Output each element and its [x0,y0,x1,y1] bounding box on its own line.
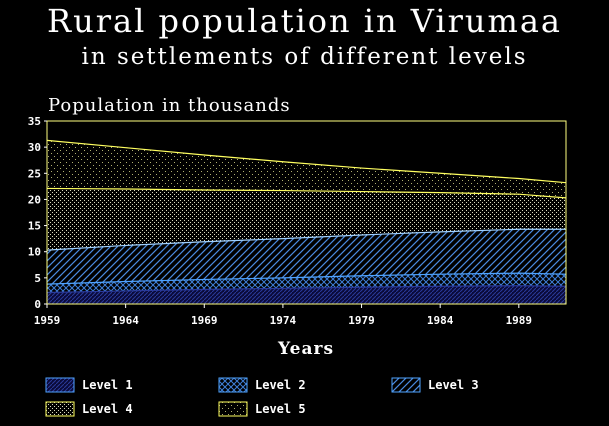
y-axis: 0 5 10 15 20 25 30 35 [28,115,47,311]
legend-swatch [391,377,421,393]
series-lines [46,139,567,294]
y-tick-label: 35 [28,115,41,128]
x-tick-label: 1989 [506,314,533,327]
line-level-2 [46,272,567,285]
y-tick-label: 15 [28,220,41,233]
y-tick-label: 30 [28,141,41,154]
y-tick-label: 25 [28,167,41,180]
x-tick-label: 1979 [348,314,375,327]
legend-label: Level 4 [82,402,133,416]
legend-label: Level 3 [428,378,479,392]
area-level-4 [47,188,566,251]
x-tick-label: 1964 [112,314,139,327]
legend-label: Level 1 [82,378,133,392]
x-axis-label: Years [278,339,335,359]
area-level-3 [47,229,566,285]
y-tick-label: 10 [28,246,41,259]
area-level-5 [47,140,566,198]
y-tick-label: 5 [34,272,41,285]
x-tick-label: 1959 [34,314,61,327]
legend-swatch [45,401,75,417]
plot-frame [46,120,567,305]
legend-label: Level 2 [255,378,306,392]
legend-swatch [218,377,248,393]
chart-subtitle: in settlements of different levels [81,44,528,70]
y-tick-label: 0 [34,298,41,311]
area-layers [47,140,566,304]
x-tick-label: 1984 [427,314,454,327]
line-level-1 [46,285,567,294]
y-tick-label: 20 [28,193,41,206]
y-axis-label: Population in thousands [48,95,291,116]
chart-title: Rural population in Virumaa [47,2,562,40]
legend-swatch [218,401,248,417]
x-axis: 1959 1964 1969 1974 1979 1984 1989 [34,304,532,327]
x-tick-label: 1969 [191,314,218,327]
line-level-4 [46,187,567,199]
legend: Level 1 Level 2 Level 3 Level 4 Level 5 [45,377,479,417]
legend-label: Level 5 [255,402,306,416]
area-level-2 [47,273,566,293]
legend-swatch [45,377,75,393]
line-level-5 [46,139,567,184]
x-tick-label: 1974 [270,314,297,327]
line-level-3 [46,228,566,251]
